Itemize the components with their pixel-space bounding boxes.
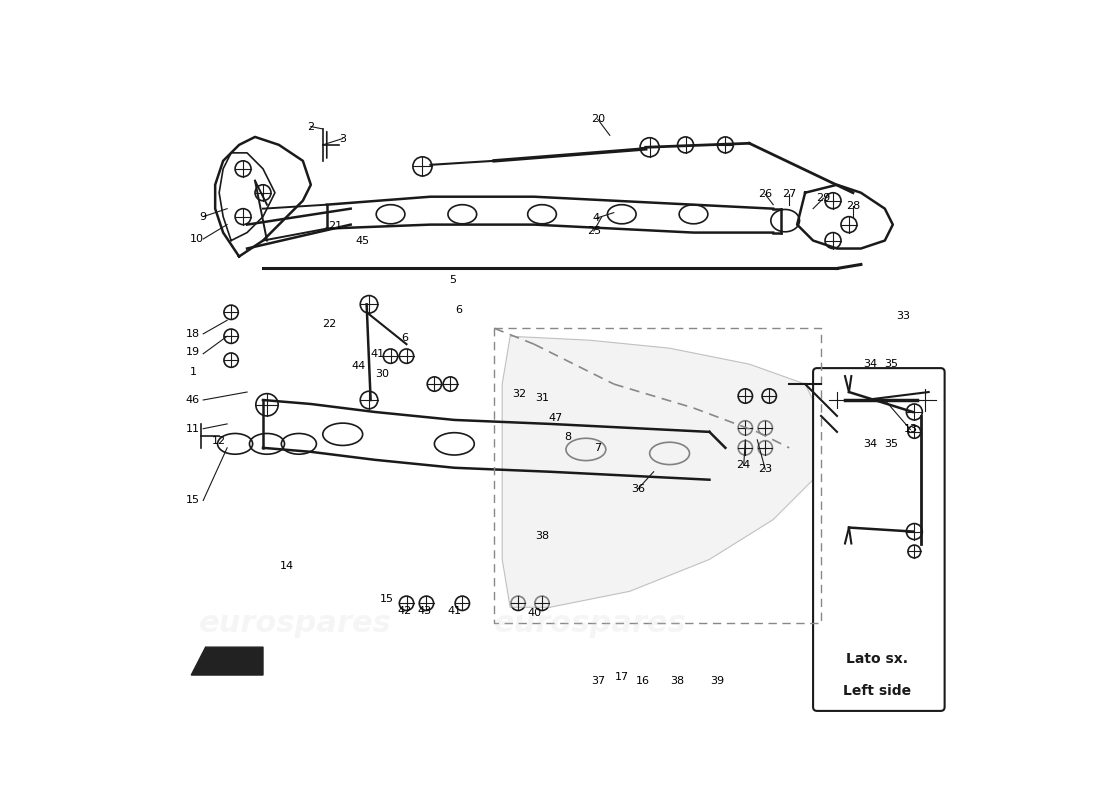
Text: 1: 1	[189, 367, 196, 377]
Text: 8: 8	[564, 433, 571, 442]
Text: 44: 44	[352, 361, 366, 370]
Text: 18: 18	[186, 329, 200, 339]
Text: 7: 7	[594, 443, 602, 453]
Text: 31: 31	[535, 393, 549, 402]
Text: eurospares: eurospares	[198, 609, 392, 638]
Text: 47: 47	[549, 413, 563, 422]
Text: 3: 3	[339, 134, 346, 143]
Text: 35: 35	[884, 439, 899, 449]
Text: 37: 37	[591, 676, 605, 686]
Text: 20: 20	[591, 114, 605, 123]
Text: 21: 21	[328, 222, 342, 231]
Text: 6: 6	[454, 305, 462, 315]
Text: 26: 26	[758, 190, 772, 199]
Text: 40: 40	[527, 608, 541, 618]
Text: 41: 41	[370, 349, 384, 358]
Text: 4: 4	[593, 214, 600, 223]
Text: 38: 38	[671, 676, 684, 686]
Text: Left side: Left side	[843, 684, 911, 698]
FancyBboxPatch shape	[813, 368, 945, 711]
Text: 11: 11	[186, 424, 200, 434]
Text: 46: 46	[186, 395, 200, 405]
Text: 15: 15	[186, 495, 200, 506]
Text: 29: 29	[816, 194, 831, 203]
Text: 12: 12	[212, 437, 227, 446]
Text: 10: 10	[190, 234, 204, 244]
Text: 27: 27	[782, 190, 796, 199]
Text: 2: 2	[307, 122, 315, 131]
Text: 45: 45	[355, 235, 370, 246]
Text: 28: 28	[846, 202, 860, 211]
Polygon shape	[503, 336, 821, 607]
Text: 30: 30	[375, 369, 389, 378]
Text: 22: 22	[322, 319, 337, 330]
Text: 34: 34	[864, 439, 878, 449]
Text: 41: 41	[448, 606, 461, 616]
Text: 19: 19	[186, 347, 200, 357]
Text: 5: 5	[449, 275, 456, 286]
Text: 17: 17	[615, 673, 629, 682]
Text: 38: 38	[535, 530, 549, 541]
Text: 9: 9	[199, 212, 207, 222]
Text: 15: 15	[379, 594, 394, 604]
Text: 33: 33	[896, 311, 910, 322]
Text: 25: 25	[586, 226, 601, 236]
Text: 42: 42	[397, 606, 411, 616]
Text: 35: 35	[884, 359, 899, 369]
Text: 23: 23	[758, 464, 772, 474]
Text: 13: 13	[903, 425, 917, 434]
Text: 39: 39	[711, 676, 725, 686]
Text: 6: 6	[402, 333, 408, 343]
Text: 34: 34	[864, 359, 878, 369]
Text: 14: 14	[279, 561, 294, 571]
Text: 43: 43	[418, 606, 432, 616]
Text: eurospares: eurospares	[494, 609, 686, 638]
Text: 36: 36	[630, 484, 645, 494]
Text: Lato sx.: Lato sx.	[846, 652, 907, 666]
Text: 16: 16	[636, 676, 650, 686]
Text: 32: 32	[513, 389, 527, 398]
Text: 24: 24	[737, 460, 751, 470]
Polygon shape	[191, 647, 263, 675]
